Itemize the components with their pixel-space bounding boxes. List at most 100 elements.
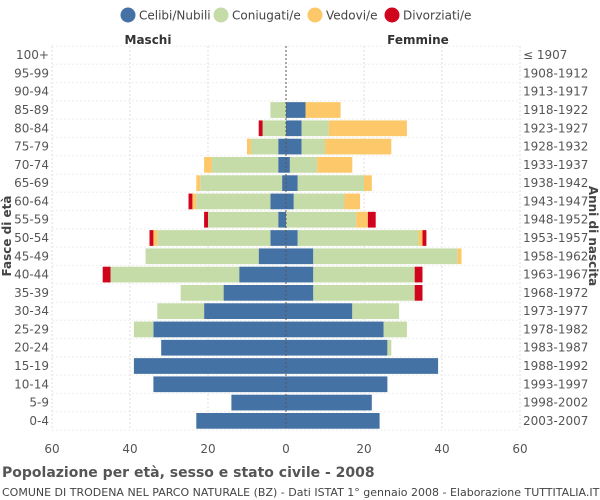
- male-coniugati-bar: [145, 248, 259, 265]
- female-coniugate-bar: [301, 138, 325, 155]
- legend-label-celibi-nubili: Celibi/Nubili: [139, 9, 211, 23]
- birth-year-label: 2003-2007: [523, 414, 588, 428]
- x-tick-label: 60: [44, 442, 59, 456]
- male-celibi-bar: [278, 138, 286, 155]
- female-vedove-bar: [457, 248, 462, 265]
- legend-label-vedovi: Vedovi/e: [326, 9, 377, 23]
- x-tick-labels: 60 40 20 0 20 40 60: [44, 442, 527, 456]
- female-nubili-bar: [286, 102, 306, 118]
- female-nubili-bar: [286, 230, 298, 246]
- female-vedove-bar: [344, 193, 361, 210]
- female-vedove-bar: [356, 211, 368, 228]
- male-vedovi-bar: [192, 193, 197, 210]
- x-tick-label: 0: [282, 442, 290, 456]
- male-divorziati-bar: [149, 230, 154, 246]
- male-vedovi-bar: [247, 138, 251, 155]
- male-vedovi-bar: [204, 156, 212, 173]
- female-nubili-bar: [286, 321, 384, 338]
- age-group-label: 20-24: [14, 341, 49, 355]
- female-vedove-bar: [317, 156, 353, 173]
- female-divorziate-bar: [414, 284, 423, 301]
- female-nubili-bar: [286, 156, 290, 173]
- male-divorziati-bar: [258, 120, 263, 137]
- female-nubili-bar: [286, 284, 314, 301]
- age-group-label: 60-64: [14, 194, 49, 208]
- male-coniugati-bar: [270, 102, 286, 118]
- x-tick-label: 40: [434, 442, 449, 456]
- birth-year-label: 1933-1937: [523, 158, 588, 172]
- male-coniugati-bar: [157, 303, 205, 320]
- male-celibi-bar: [270, 230, 286, 246]
- female-coniugate-bar: [387, 339, 392, 356]
- birth-year-label: 1998-2002: [523, 396, 588, 410]
- male-coniugati-bar: [157, 230, 271, 246]
- female-vedove-bar: [364, 175, 372, 192]
- male-celibi-bar: [282, 175, 286, 192]
- chart-subtitle: COMUNE DI TRODENA NEL PARCO NATURALE (BZ…: [2, 486, 600, 499]
- age-group-label: 50-54: [14, 231, 49, 245]
- age-group-label: 100+: [16, 48, 49, 62]
- male-coniugati-bar: [262, 120, 286, 137]
- male-vedovi-bar: [196, 175, 201, 192]
- y-axis-title-left: Fasce di età: [0, 195, 14, 276]
- age-group-label: 40-44: [14, 268, 49, 282]
- male-coniugati-bar: [110, 266, 240, 283]
- female-nubili-bar: [286, 248, 314, 265]
- birth-year-labels: ≤ 1907 1908-1912 1913-1917 1918-1922 1923-19…: [523, 48, 588, 428]
- x-tick-label: 60: [512, 442, 527, 456]
- legend-label-divorziati: Divorziati/e: [403, 9, 471, 23]
- birth-year-label: 1958-1962: [523, 249, 588, 263]
- birth-year-label: 1953-1957: [523, 231, 588, 245]
- x-tick-label: 40: [122, 442, 137, 456]
- x-tick-label: 20: [356, 442, 371, 456]
- age-group-label: 70-74: [14, 158, 49, 172]
- birth-year-label: 1913-1917: [523, 85, 588, 99]
- age-group-label: 0-4: [29, 414, 49, 428]
- birth-year-label: ≤ 1907: [523, 48, 567, 62]
- male-coniugati-bar: [200, 175, 283, 192]
- right-side-label: Femmine: [387, 33, 449, 47]
- male-coniugati-bar: [133, 321, 154, 338]
- birth-year-label: 1938-1942: [523, 176, 588, 190]
- female-nubili-bar: [286, 303, 353, 320]
- age-group-label: 10-14: [14, 377, 49, 391]
- age-group-labels: 100+ 95-99 90-94 85-89 80-84 75-79 70-74 65-69 6…: [14, 48, 49, 428]
- birth-year-label: 1908-1912: [523, 66, 588, 80]
- female-divorziate-bar: [422, 230, 427, 246]
- male-celibi-bar: [153, 376, 286, 393]
- female-nubili-bar: [286, 193, 294, 210]
- age-group-label: 45-49: [14, 249, 49, 263]
- female-coniugate-bar: [313, 248, 458, 265]
- male-celibi-bar: [161, 339, 286, 356]
- female-nubili-bar: [286, 120, 302, 137]
- birth-year-label: 1983-1987: [523, 341, 588, 355]
- birth-year-label: 1963-1967: [523, 268, 588, 282]
- bars: [102, 102, 462, 429]
- birth-year-label: 1923-1927: [523, 121, 588, 135]
- age-group-label: 85-89: [14, 103, 49, 117]
- birth-year-label: 1973-1977: [523, 304, 588, 318]
- male-vedovi-bar: [153, 230, 158, 246]
- age-group-label: 5-9: [29, 396, 49, 410]
- legend-swatch-celibi-nubili: [120, 7, 136, 23]
- birth-year-label: 1988-1992: [523, 359, 588, 373]
- birth-year-label: 1968-1972: [523, 286, 588, 300]
- male-divorziati-bar: [102, 266, 111, 283]
- female-nubili-bar: [286, 266, 314, 283]
- male-celibi-bar: [231, 394, 286, 411]
- left-side-label: Maschi: [125, 33, 172, 47]
- female-nubili-bar: [286, 138, 302, 155]
- legend-swatch-divorziati: [384, 7, 400, 23]
- male-celibi-bar: [258, 248, 286, 265]
- male-celibi-bar: [223, 284, 286, 301]
- male-celibi-bar: [196, 412, 286, 429]
- female-nubili-bar: [286, 339, 388, 356]
- female-coniugate-bar: [289, 156, 318, 173]
- male-coniugati-bar: [196, 193, 271, 210]
- legend: Celibi/Nubili Coniugati/e Vedovi/e Divorzia…: [120, 7, 471, 23]
- age-group-label: 25-29: [14, 322, 49, 336]
- female-divorziate-bar: [367, 211, 376, 228]
- x-tick-label: 20: [200, 442, 215, 456]
- age-group-label: 90-94: [14, 85, 49, 99]
- female-coniugate-bar: [313, 266, 415, 283]
